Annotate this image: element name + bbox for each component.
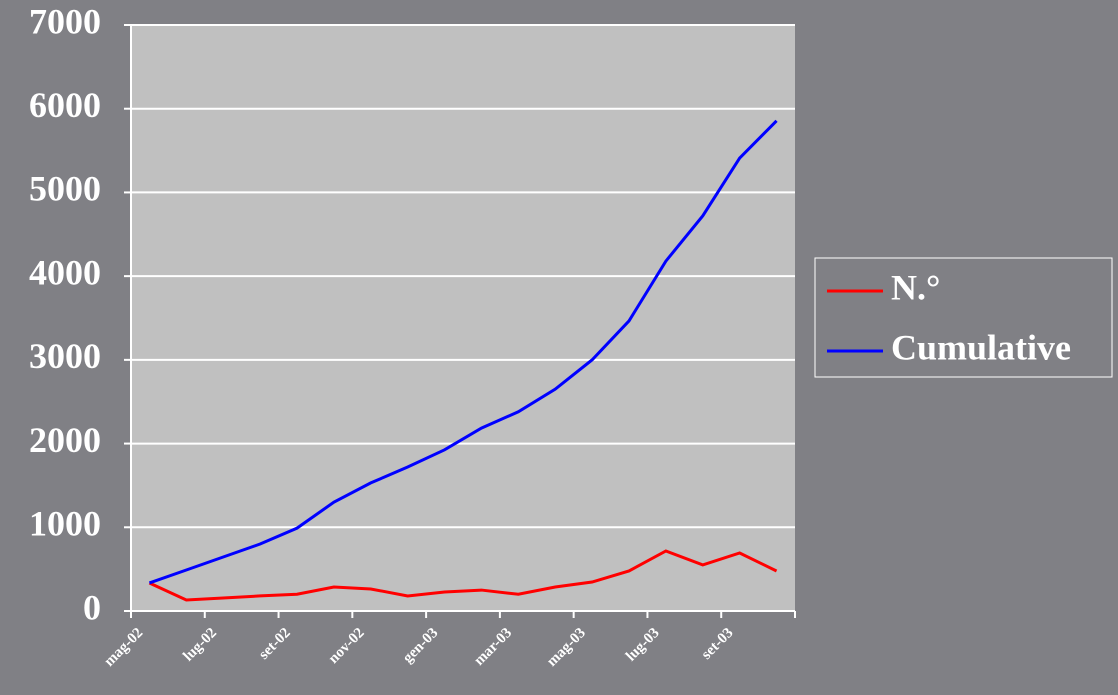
line-series: [148, 119, 778, 585]
y-tick-label: 5000: [29, 169, 101, 209]
x-tick-label: gen-03: [400, 625, 441, 666]
x-tick-label: set-03: [699, 625, 737, 663]
x-tick-label: lug-02: [180, 625, 220, 665]
y-tick-label: 1000: [29, 504, 101, 544]
x-tick-label: set-02: [256, 625, 294, 663]
x-tick-label: nov-02: [326, 625, 368, 667]
line-series: [148, 549, 778, 602]
x-tick-label: mag-02: [101, 625, 146, 670]
legend-label: Cumulative: [891, 327, 1071, 367]
y-tick-label: 7000: [29, 1, 101, 41]
plot-area: [131, 25, 795, 611]
legend-box: [814, 257, 1113, 378]
y-tick-label: 6000: [29, 85, 101, 125]
y-tick-label: 0: [83, 587, 101, 627]
y-tick-label: 4000: [29, 252, 101, 292]
x-tick-label: mag-03: [544, 625, 589, 670]
x-tick-label: mar-03: [471, 625, 515, 669]
x-tick-label: lug-03: [623, 625, 663, 665]
legend-label: N.°: [891, 267, 940, 307]
y-tick-label: 3000: [29, 336, 101, 376]
y-tick-label: 2000: [29, 420, 101, 460]
